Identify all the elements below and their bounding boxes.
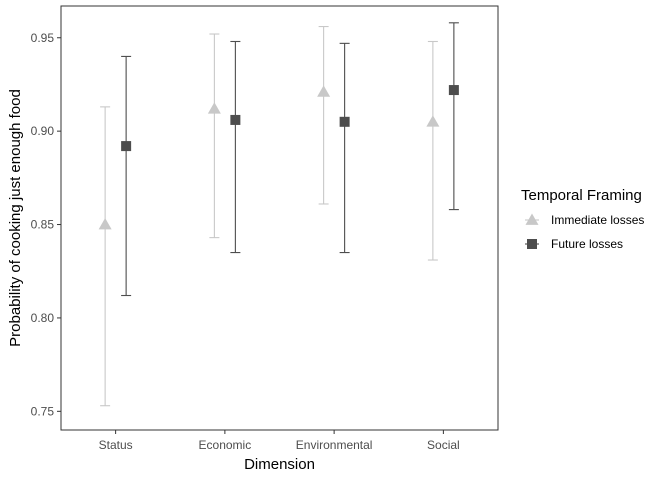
point-square <box>339 116 350 127</box>
errorbar-triangle <box>209 33 220 239</box>
errorbar-triangle <box>318 25 329 205</box>
x-tick-label: Economic <box>199 438 252 452</box>
point-triangle <box>426 115 440 127</box>
legend-title: Temporal Framing <box>521 187 642 204</box>
errorbar-triangle <box>427 40 438 261</box>
errorbar-square <box>339 42 350 254</box>
legend-item-triangle: Immediate losses <box>525 213 644 227</box>
legend-key-square <box>527 239 537 249</box>
y-tick-label: 0.90 <box>31 124 55 138</box>
point-square <box>121 141 132 152</box>
errorbar-triangle <box>100 106 111 407</box>
point-square <box>448 85 459 96</box>
errorbar-square <box>230 40 241 254</box>
x-tick-label: Social <box>427 438 460 452</box>
x-tick-label: Environmental <box>296 438 373 452</box>
x-axis-title: Dimension <box>244 456 315 473</box>
point-square <box>230 114 241 125</box>
y-axis-title: Probability of cooking just enough food <box>7 89 24 347</box>
point-triangle <box>98 218 112 230</box>
x-tick-label: Status <box>99 438 133 452</box>
y-tick-label: 0.95 <box>31 31 55 45</box>
legend-label: Future losses <box>551 237 623 251</box>
point-triangle <box>207 102 221 114</box>
y-tick-label: 0.80 <box>31 311 55 325</box>
legend-label: Immediate losses <box>551 213 644 227</box>
errorbar-square <box>448 22 459 211</box>
legend: Temporal Framing Immediate losses Future … <box>521 187 644 251</box>
legend-item-square: Future losses <box>525 237 623 251</box>
errorbar-square <box>121 55 132 297</box>
plot-panel-border <box>60 5 499 431</box>
point-triangle <box>317 85 331 97</box>
y-tick-label: 0.85 <box>31 218 55 232</box>
legend-key-triangle <box>525 213 539 225</box>
y-tick-label: 0.75 <box>31 404 55 418</box>
